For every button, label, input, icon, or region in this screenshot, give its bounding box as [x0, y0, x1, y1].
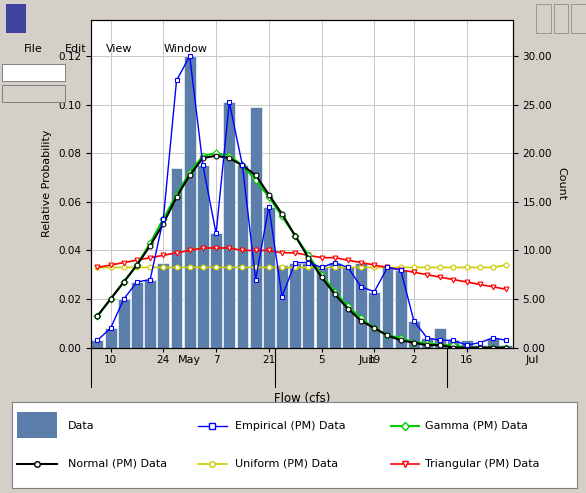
Text: Jul: Jul	[526, 355, 539, 365]
Bar	[381, 267, 393, 348]
Bar	[342, 267, 354, 348]
Bar	[289, 263, 301, 348]
FancyBboxPatch shape	[2, 85, 64, 102]
Y-axis label: Count: Count	[556, 167, 566, 200]
Text: Gamma (PM) Data: Gamma (PM) Data	[424, 421, 527, 431]
Bar	[536, 3, 551, 34]
Y-axis label: Relative Probability: Relative Probability	[42, 130, 52, 238]
Text: Edit: Edit	[64, 44, 86, 54]
Bar	[554, 3, 568, 34]
Bar	[210, 233, 222, 348]
Text: Jun: Jun	[359, 355, 376, 365]
Bar	[197, 166, 209, 348]
Bar	[434, 328, 446, 348]
Bar	[105, 328, 117, 348]
Bar	[237, 166, 248, 348]
Bar	[250, 107, 261, 348]
Text: Uniform (PM) Data: Uniform (PM) Data	[235, 459, 338, 469]
Bar	[171, 168, 182, 348]
Bar	[487, 338, 499, 348]
Bar	[18, 412, 57, 438]
Text: Normal (PM) Data: Normal (PM) Data	[68, 459, 168, 469]
Bar	[421, 338, 433, 348]
Bar	[144, 280, 156, 348]
Text: Triangular (PM) Data: Triangular (PM) Data	[424, 459, 539, 469]
Text: Empirical (PM) Data: Empirical (PM) Data	[235, 421, 346, 431]
Bar	[571, 3, 586, 34]
Bar	[6, 3, 26, 34]
Text: Data: Data	[68, 421, 95, 431]
Bar	[448, 340, 459, 348]
Bar	[118, 299, 130, 348]
Bar	[329, 263, 340, 348]
Bar	[263, 207, 275, 348]
Bar	[408, 321, 420, 348]
Text: File: File	[23, 44, 42, 54]
Text: Window: Window	[164, 44, 208, 54]
Text: View: View	[105, 44, 132, 54]
Text: May: May	[178, 355, 201, 365]
FancyBboxPatch shape	[2, 64, 64, 81]
Bar	[316, 267, 328, 348]
Bar	[355, 263, 367, 348]
Bar	[91, 340, 103, 348]
Bar	[395, 270, 407, 348]
Bar	[131, 282, 143, 348]
Bar	[184, 56, 196, 348]
Bar	[158, 263, 169, 348]
Bar	[500, 345, 512, 348]
Bar	[474, 345, 486, 348]
X-axis label: Flow (cfs): Flow (cfs)	[274, 392, 330, 405]
Bar	[461, 340, 472, 348]
Bar	[369, 292, 380, 348]
Bar	[223, 102, 235, 348]
Bar	[276, 265, 288, 348]
Bar	[302, 263, 314, 348]
